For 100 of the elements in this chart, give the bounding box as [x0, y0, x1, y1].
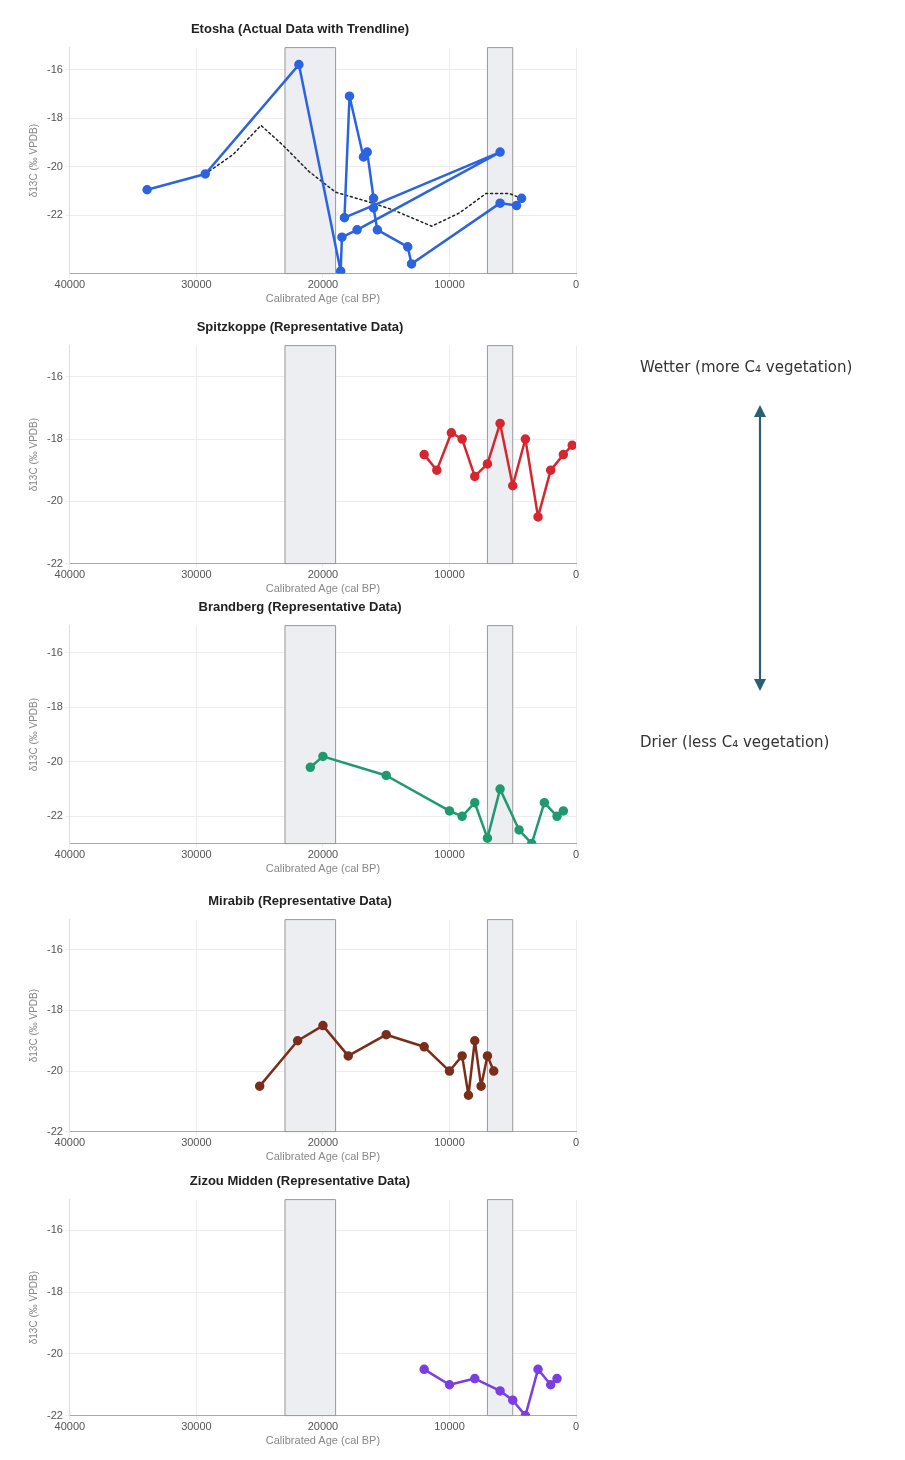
x-axis-title: Calibrated Age (cal BP): [265, 292, 381, 305]
y-tick-label: -20: [46, 494, 63, 507]
chart-title: Zizou Midden (Representative Data): [189, 1173, 411, 1189]
x-axis-title: Calibrated Age (cal BP): [265, 1434, 381, 1447]
point: [254, 1081, 265, 1091]
point: [511, 200, 522, 211]
point: [305, 762, 316, 773]
point: [495, 418, 505, 429]
x-tick-label: 0: [572, 1136, 580, 1149]
point: [520, 434, 531, 444]
point: [495, 784, 505, 794]
x-tick-label: 10000: [434, 568, 465, 581]
y-tick-label: -22: [46, 1408, 63, 1421]
y-tick-label: -18: [46, 1285, 63, 1298]
chart-title: Brandberg (Representative Data): [198, 599, 402, 615]
x-tick-label: 30000: [181, 848, 212, 861]
point: [318, 751, 328, 762]
point: [337, 232, 347, 242]
y-tick-label: -20: [46, 159, 63, 172]
point: [362, 147, 372, 157]
x-tick-label: 20000: [307, 568, 339, 581]
point: [463, 1090, 474, 1101]
point: [444, 1066, 455, 1076]
point: [200, 169, 211, 179]
y-axis-title: δ13C (‰ VPDB): [27, 1270, 39, 1345]
y-axis-title: δ13C (‰ VPDB): [27, 988, 39, 1063]
y-tick-label: -16: [46, 369, 63, 382]
point: [470, 797, 480, 808]
text: Wetter (more C₄ vegetation): [640, 358, 853, 376]
x-tick-label: 20000: [307, 1136, 339, 1149]
point: [457, 434, 467, 444]
x-tick-label: 30000: [181, 1420, 212, 1433]
x-axis-title: Calibrated Age (cal BP): [265, 582, 381, 595]
point: [444, 806, 455, 816]
x-tick-label: 40000: [54, 278, 86, 291]
y-tick-label: -22: [46, 809, 63, 822]
x-tick-label: 40000: [54, 568, 86, 581]
chart-title: Etosha (Actual Data with Trendline): [190, 21, 410, 37]
point: [446, 428, 457, 438]
x-tick-label: 30000: [181, 568, 212, 581]
point: [476, 1081, 486, 1091]
point: [419, 449, 429, 460]
point: [457, 811, 467, 822]
x-axis-title: Calibrated Age (cal BP): [265, 1150, 381, 1163]
x-tick-label: 0: [572, 848, 580, 861]
x-tick-label: 10000: [434, 278, 465, 291]
point: [470, 1035, 480, 1046]
x-tick-label: 0: [572, 1420, 580, 1433]
point: [514, 825, 524, 835]
point: [292, 1035, 303, 1046]
x-tick-label: 20000: [307, 278, 339, 291]
point: [368, 203, 379, 213]
point: [552, 811, 562, 822]
point: [372, 225, 383, 235]
point: [482, 833, 493, 843]
chart-title: Mirabib (Representative Data): [208, 893, 392, 909]
point: [402, 242, 413, 252]
point: [318, 1020, 328, 1031]
point: [545, 465, 556, 475]
y-tick-label: -16: [46, 1223, 63, 1236]
x-tick-label: 40000: [54, 1420, 86, 1433]
x-tick-label: 30000: [181, 1136, 212, 1149]
point: [142, 185, 152, 195]
x-tick-label: 30000: [181, 278, 212, 291]
point: [406, 259, 417, 269]
x-tick-label: 0: [572, 568, 580, 581]
point: [294, 59, 304, 70]
point: [339, 212, 350, 223]
point: [343, 1051, 353, 1061]
chart-title: Spitzkoppe (Representative Data): [196, 319, 404, 335]
y-tick-label: -18: [46, 1003, 63, 1016]
point: [558, 806, 569, 816]
point: [558, 449, 569, 460]
point: [507, 480, 518, 491]
text: Drier (less C₄ vegetation): [640, 733, 830, 751]
y-tick-label: -22: [46, 1124, 63, 1137]
y-tick-label: -16: [46, 645, 63, 658]
x-tick-label: 0: [572, 278, 580, 291]
x-tick-label: 20000: [307, 1420, 339, 1433]
y-tick-label: -18: [46, 700, 63, 713]
point: [539, 797, 550, 808]
point: [457, 1051, 467, 1061]
point: [495, 147, 505, 157]
point: [335, 266, 346, 274]
y-tick-label: -16: [46, 942, 63, 955]
point: [432, 465, 442, 475]
y-tick-label: -22: [46, 556, 63, 569]
point: [419, 1042, 429, 1052]
point: [381, 770, 391, 781]
point: [482, 1051, 493, 1061]
point: [516, 193, 527, 204]
x-tick-label: 10000: [434, 1420, 465, 1433]
point: [470, 471, 480, 482]
point: [482, 459, 493, 469]
x-tick-label: 40000: [54, 1136, 86, 1149]
point: [368, 193, 379, 204]
point: [381, 1029, 391, 1040]
point: [495, 198, 505, 208]
x-tick-label: 10000: [434, 848, 465, 861]
point: [533, 512, 543, 522]
